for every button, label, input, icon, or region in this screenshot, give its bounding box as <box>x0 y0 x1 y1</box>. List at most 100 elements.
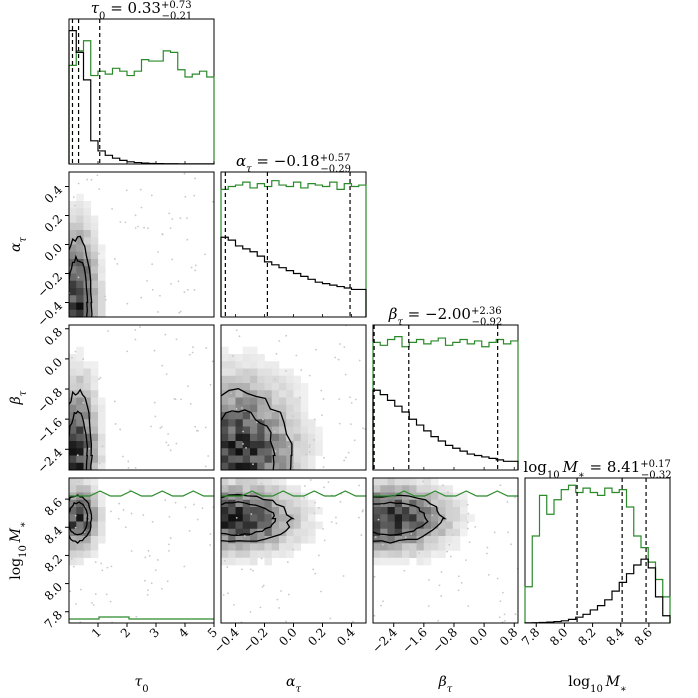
density-cell <box>250 426 258 435</box>
sample-point <box>116 263 119 265</box>
density-cell <box>242 448 251 456</box>
sample-point <box>468 541 471 544</box>
sample-point <box>373 575 376 578</box>
density-cell <box>228 383 236 391</box>
density-cell <box>83 485 92 493</box>
density-cell <box>279 433 287 442</box>
sample-point <box>287 593 290 596</box>
sample-point <box>205 347 208 349</box>
sample-point <box>338 398 341 401</box>
density-cell <box>279 492 287 501</box>
y-tick-label: −1.6 <box>35 415 66 446</box>
sample-point <box>175 442 178 445</box>
density-cell <box>90 462 99 470</box>
density-cell <box>83 499 92 508</box>
sample-point <box>350 401 353 404</box>
density-cell <box>380 528 388 537</box>
sample-point <box>192 346 194 348</box>
density-panel-beta-logM <box>372 477 519 624</box>
density-cell <box>293 543 302 551</box>
density-cell <box>271 419 280 427</box>
density-cell <box>286 536 294 544</box>
density-cell <box>431 550 439 559</box>
sample-point <box>194 177 196 180</box>
density-cell <box>90 383 99 391</box>
density-cell <box>221 536 229 544</box>
sample-point <box>114 423 117 425</box>
density-cell <box>69 543 77 551</box>
density-cell <box>69 478 77 486</box>
density-cell <box>76 302 84 311</box>
x-tick-label: 2 <box>118 625 133 640</box>
density-cell <box>90 485 99 493</box>
sample-point <box>167 444 170 447</box>
density-cell <box>235 499 244 508</box>
density-cell <box>69 419 77 427</box>
density-cell <box>242 419 251 427</box>
density-cell <box>264 397 273 406</box>
density-cell <box>69 295 77 303</box>
axes-frame <box>372 477 519 624</box>
sample-point <box>82 358 85 360</box>
density-cell <box>235 507 244 515</box>
density-cell <box>257 404 265 413</box>
density-cell <box>83 550 92 559</box>
sample-point <box>514 613 517 616</box>
sample-point <box>227 592 229 595</box>
density-cell <box>257 514 265 522</box>
sample-point <box>224 485 226 488</box>
sample-point <box>252 463 254 466</box>
sample-point <box>493 531 496 534</box>
sample-point <box>139 188 142 191</box>
sample-point <box>260 482 263 485</box>
density-cell <box>279 397 287 406</box>
density-cell <box>76 208 84 216</box>
sample-point <box>313 512 316 515</box>
sample-point <box>204 465 207 468</box>
density-cell <box>98 266 106 274</box>
posterior-histogram <box>372 389 519 470</box>
density-cell <box>83 208 92 216</box>
density-cell <box>257 441 265 449</box>
sample-point <box>354 398 357 401</box>
density-cell <box>242 375 251 384</box>
x-tick-label: 8.0 <box>547 625 570 648</box>
density-cell <box>452 543 461 551</box>
sample-point <box>151 263 154 266</box>
density-cell <box>257 492 265 501</box>
density-cell <box>257 383 265 391</box>
sample-point <box>430 541 433 544</box>
density-cell <box>69 230 77 238</box>
density-cell <box>286 448 294 456</box>
density-cell <box>373 507 381 515</box>
histogram-panel-logM: log10 M∗ = 8.41+0.17 −0.32 <box>523 458 672 624</box>
sample-point <box>288 445 291 448</box>
density-cell <box>83 280 92 289</box>
contour-level-2 <box>69 494 93 544</box>
density-cell <box>271 485 280 493</box>
density-cell <box>315 441 323 449</box>
sample-point <box>71 356 73 359</box>
density-cell <box>221 361 229 369</box>
density-cell <box>264 499 273 508</box>
density-cell <box>228 455 236 464</box>
density-cell <box>286 507 294 515</box>
density-cell <box>235 485 244 493</box>
density-cell <box>76 485 84 493</box>
x-tick-label: 0.4 <box>334 625 358 649</box>
histogram-panel-beta: βτ = −2.00+2.36 −0.92 <box>372 305 519 471</box>
sample-point <box>157 311 159 313</box>
density-cell <box>90 455 99 464</box>
sample-point <box>274 450 277 453</box>
sample-point <box>142 514 145 516</box>
sample-point <box>144 579 146 582</box>
density-cell <box>242 433 251 442</box>
y-tick-label: 8.4 <box>42 523 66 547</box>
density-cell <box>286 462 294 470</box>
y-tick-label: −0.2 <box>35 270 66 301</box>
sample-point <box>76 454 79 457</box>
sample-point <box>360 534 363 536</box>
density-cell <box>394 514 403 522</box>
sample-point <box>144 556 147 559</box>
sample-point <box>343 459 346 462</box>
